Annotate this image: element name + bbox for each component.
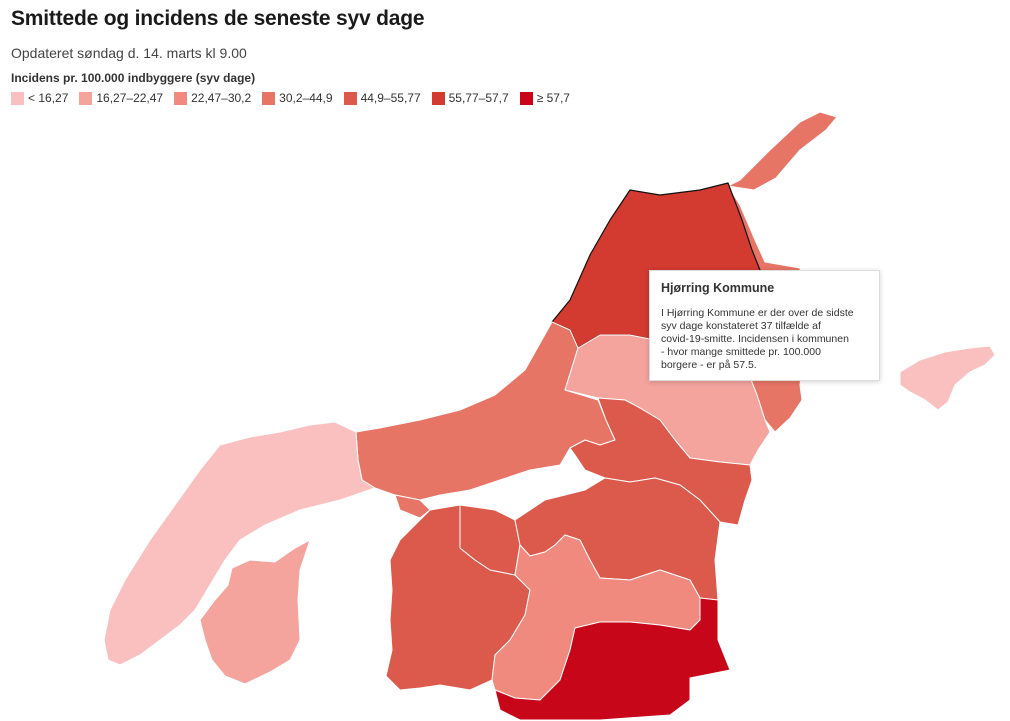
legend: < 16,27 16,27–22,47 22,47–30,2 30,2–44,9… [11,91,581,105]
legend-item: ≥ 57,7 [519,91,570,105]
legend-label: 30,2–44,9 [279,91,333,105]
legend-item: 16,27–22,47 [79,91,163,105]
legend-label: 16,27–22,47 [96,91,164,105]
region-laesoe[interactable] [899,345,996,411]
tooltip-line: - hvor mange smittede pr. 100.000 [661,346,821,358]
legend-item: 30,2–44,9 [262,91,333,105]
region-thisted[interactable] [103,421,376,666]
legend-label: ≥ 57,7 [536,91,570,105]
tooltip-line: borgere - er på 57.5. [661,359,757,371]
tooltip-body: I Hjørring Kommune er der over de sidste… [661,307,868,372]
legend-item: 44,9–55,77 [343,91,421,105]
legend-swatch [343,91,357,105]
legend-label: < 16,27 [28,91,69,105]
legend-title: Incidens pr. 100.000 indbyggere (syv dag… [11,71,256,85]
tooltip-line: covid-19-smitte. Incidensen i kommunen [661,333,849,345]
legend-item: 55,77–57,7 [431,91,509,105]
legend-label: 44,9–55,77 [360,91,421,105]
region-aalborg-coast[interactable] [394,494,431,519]
legend-swatch [262,91,276,105]
region-morsoe[interactable] [199,539,311,685]
tooltip-line: syv dage konstateret 37 tilfælde af [661,320,821,332]
legend-swatch [174,91,188,105]
legend-swatch [79,91,93,105]
legend-label: 22,47–30,2 [191,91,252,105]
legend-swatch [431,91,445,105]
update-subtitle: Opdateret søndag d. 14. marts kl 9.00 [11,45,247,61]
legend-item: < 16,27 [11,91,68,105]
legend-swatch [11,91,24,105]
legend-item: 22,47–30,2 [174,91,251,105]
region-jammerbugt[interactable] [355,321,616,501]
region-mariagerfjord[interactable] [494,597,731,721]
tooltip-line: I Hjørring Kommune er der over de sidste [661,307,854,319]
region-tooltip: Hjørring Kommune I Hjørring Kommune er d… [649,270,880,381]
tooltip-title: Hjørring Kommune [661,281,775,295]
legend-label: 55,77–57,7 [448,91,509,105]
legend-swatch [519,91,533,105]
page-title: Smittede og incidens de seneste syv dage [11,7,425,30]
